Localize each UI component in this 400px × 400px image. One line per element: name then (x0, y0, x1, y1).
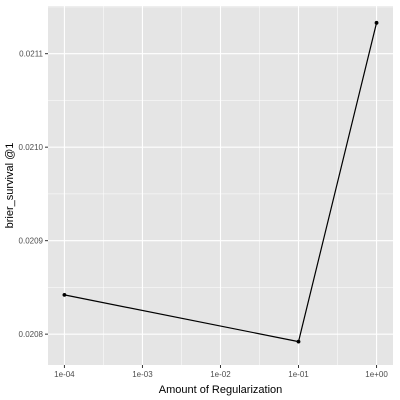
x-tick-label: 1e-03 (132, 370, 153, 379)
data-point (296, 339, 301, 344)
major-gridlines (48, 6, 393, 365)
points-layer (62, 20, 379, 344)
y-axis-ticks: 0.0208 0.0209 0.0210 0.0211 (19, 50, 48, 339)
x-tick-label: 1e-02 (210, 370, 231, 379)
data-point (62, 292, 67, 297)
y-axis-title: brier_survival @1 (4, 143, 16, 229)
y-tick-label: 0.0211 (19, 50, 43, 59)
x-axis-ticks: 1e-04 1e-03 1e-02 1e-01 1e+00 (54, 365, 388, 379)
x-tick-label: 1e-01 (288, 370, 309, 379)
y-tick-label: 0.0210 (19, 143, 44, 152)
y-tick-label: 0.0208 (19, 330, 44, 339)
x-tick-label: 1e-04 (54, 370, 75, 379)
y-tick-label: 0.0209 (19, 237, 44, 246)
x-axis-title: Amount of Regularization (159, 384, 283, 396)
data-point (374, 20, 379, 25)
x-tick-label: 1e+00 (365, 370, 388, 379)
